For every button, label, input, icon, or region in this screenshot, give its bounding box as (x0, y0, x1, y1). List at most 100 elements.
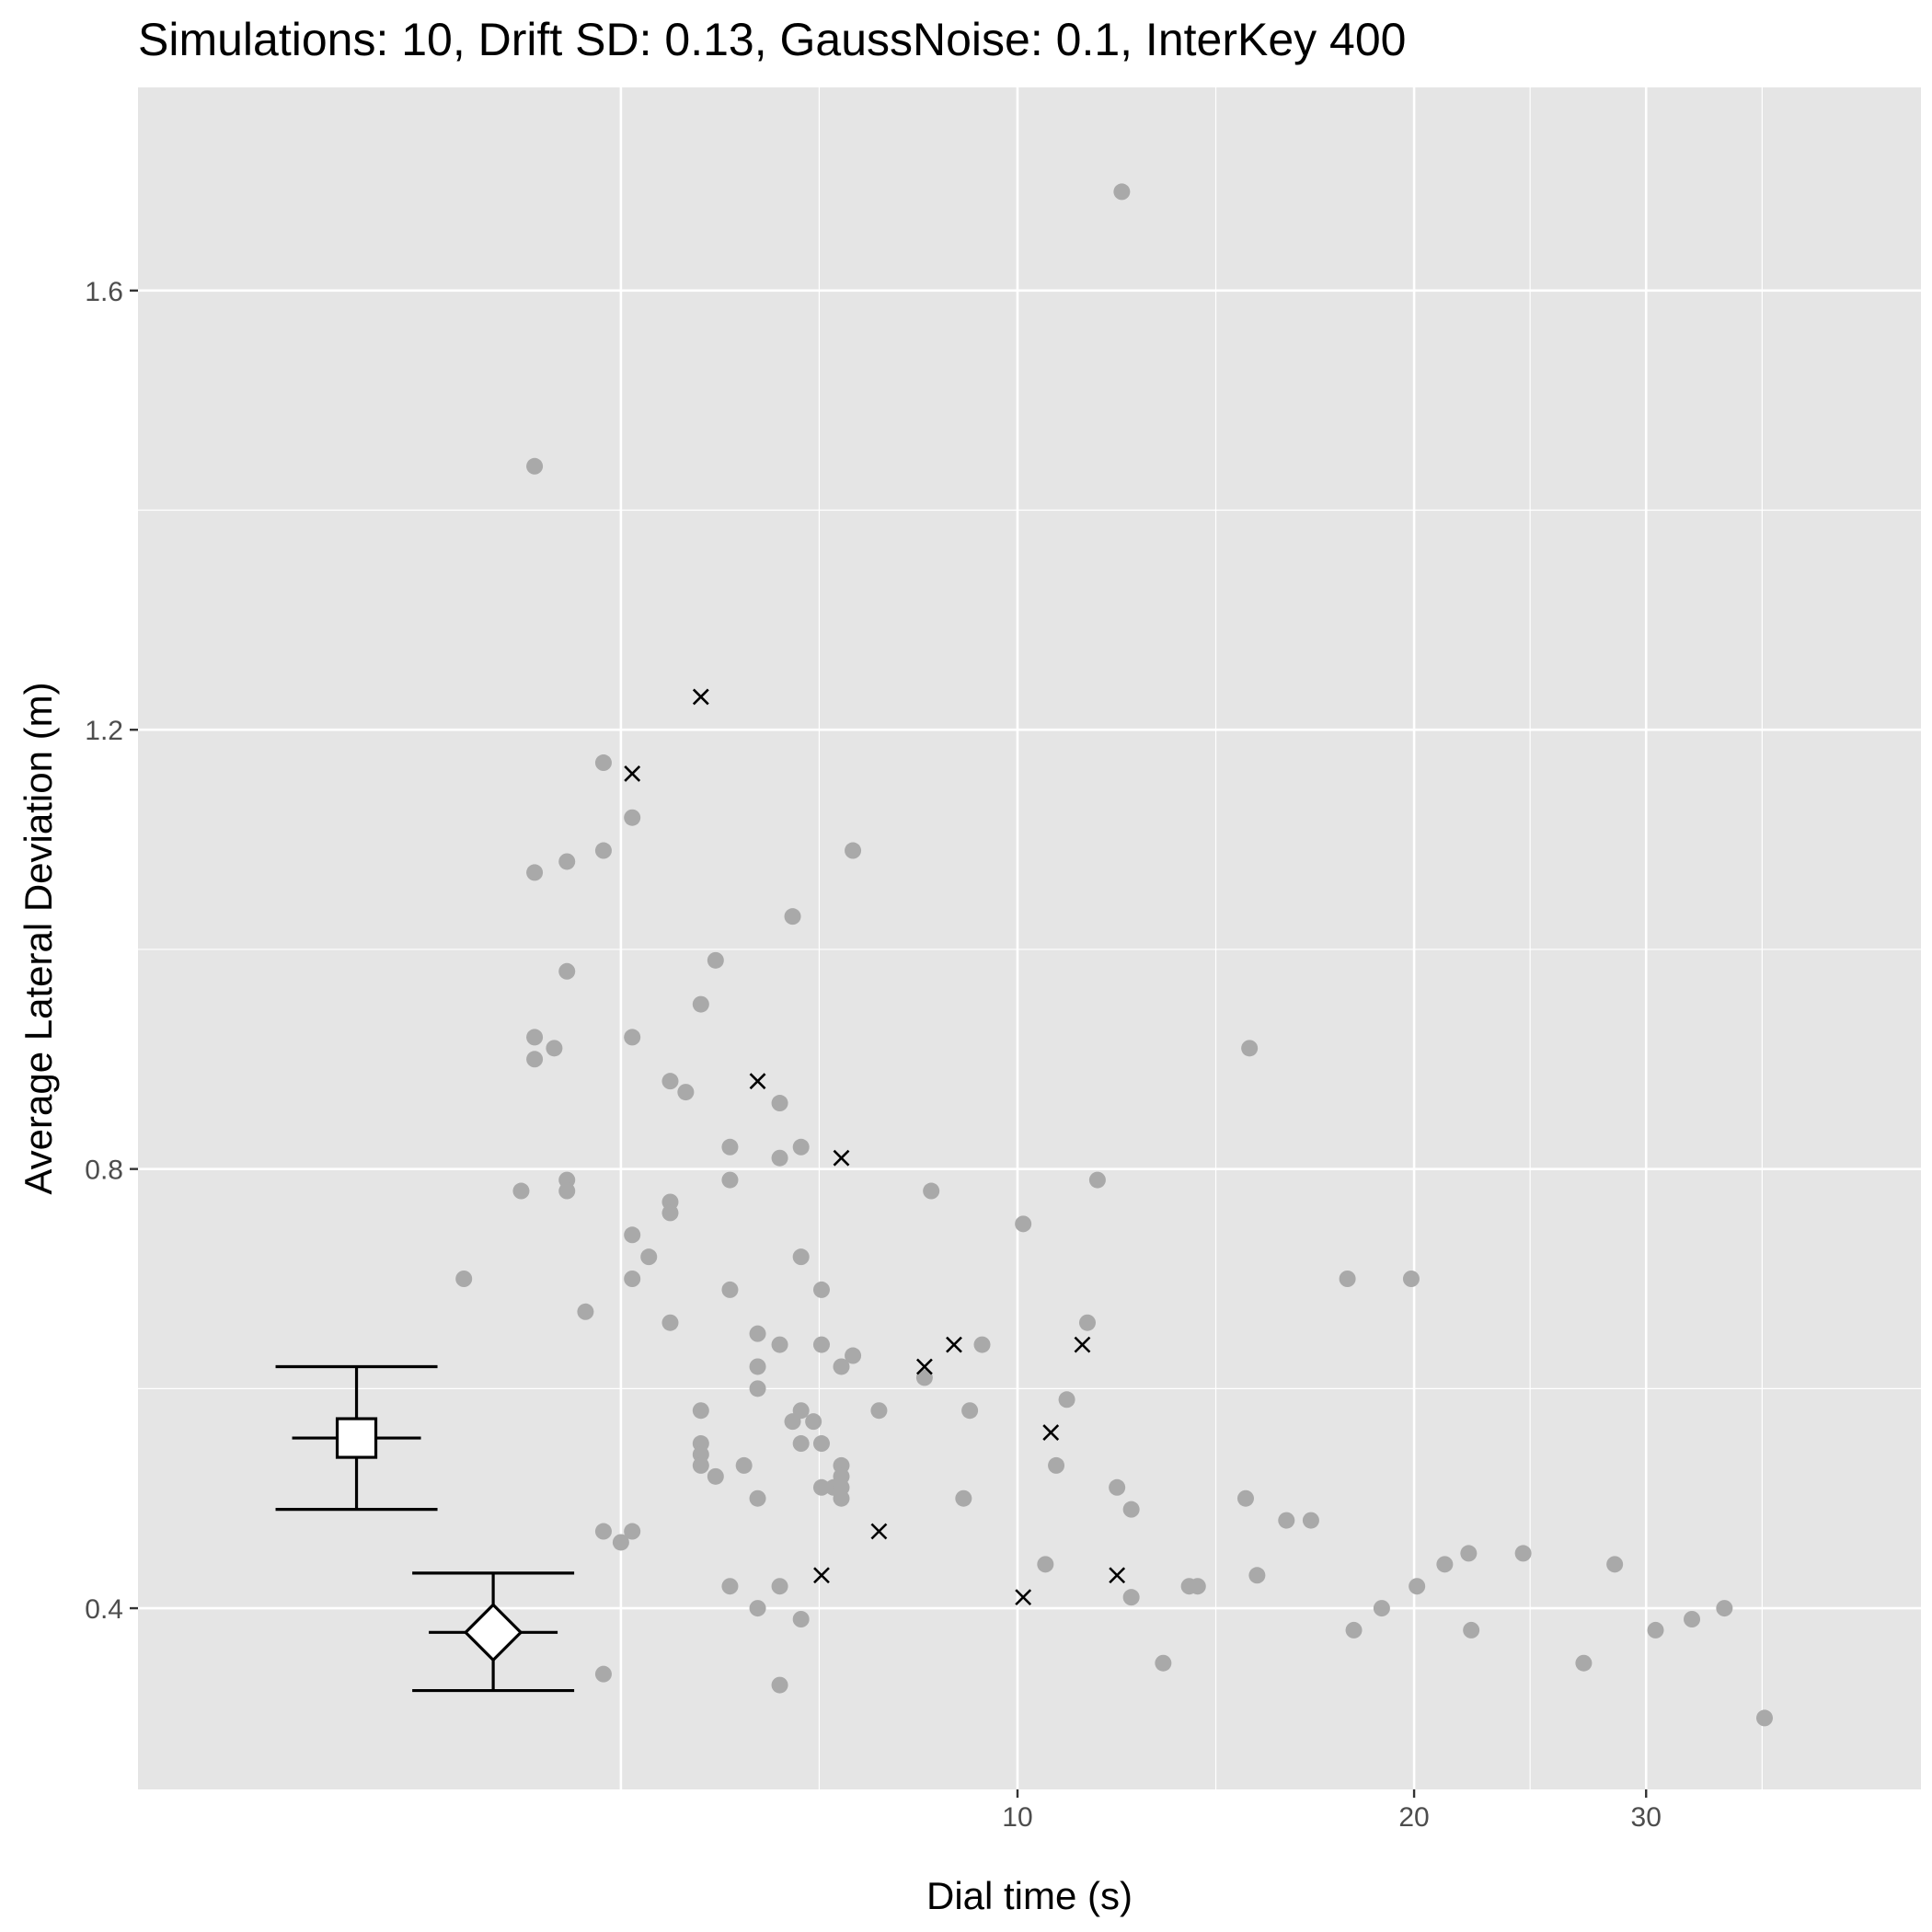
data-point (1755, 1709, 1773, 1727)
x-tick-label: 10 (1002, 1802, 1032, 1833)
data-point (721, 1138, 739, 1156)
data-point (721, 1578, 739, 1595)
data-point (1189, 1578, 1206, 1595)
data-point (721, 1281, 739, 1298)
data-point (692, 995, 709, 1013)
data-point (1113, 183, 1131, 201)
data-point-x-marker (1109, 1567, 1126, 1584)
data-point (771, 1336, 788, 1353)
data-point (792, 1138, 810, 1156)
data-point (1236, 1489, 1254, 1507)
data-point (870, 1402, 888, 1420)
data-point (640, 1248, 658, 1266)
data-point (749, 1600, 766, 1617)
summary-diamond-symbol (463, 1603, 523, 1662)
data-point-x-marker (1015, 1589, 1032, 1606)
data-point (512, 1182, 530, 1200)
data-point (1155, 1654, 1172, 1672)
data-point (692, 1402, 709, 1420)
data-point (735, 1456, 753, 1474)
data-point (1122, 1501, 1140, 1518)
data-point (1302, 1512, 1319, 1529)
data-point (792, 1248, 810, 1266)
data-point (1015, 1215, 1032, 1233)
y-tick-label: 0.8 (85, 1156, 123, 1186)
data-point-x-marker (624, 765, 641, 782)
grid-lines (138, 87, 1921, 1789)
data-point (612, 1534, 629, 1551)
data-point (1078, 1314, 1096, 1331)
data-point (1122, 1589, 1140, 1606)
data-point (526, 457, 544, 475)
data-point-x-marker (749, 1073, 766, 1090)
chart-title: Simulations: 10, Drift SD: 0.13, GaussNo… (138, 14, 1406, 65)
data-point (792, 1435, 810, 1453)
data-point (661, 1204, 679, 1222)
summary-diamond-marker (412, 1571, 575, 1693)
y-tick-label: 1.6 (85, 277, 123, 307)
data-point (845, 1347, 862, 1364)
data-point (771, 1149, 788, 1167)
data-point (558, 853, 576, 870)
data-point (771, 1095, 788, 1112)
data-point (661, 1073, 679, 1090)
data-point (526, 1029, 544, 1046)
data-point (812, 1336, 830, 1353)
data-point-x-marker (946, 1336, 962, 1353)
data-point (1037, 1556, 1054, 1573)
data-point (526, 1051, 544, 1068)
data-point (771, 1578, 788, 1595)
data-point-x-marker (1074, 1336, 1091, 1353)
data-point (594, 1665, 612, 1683)
data-point (594, 842, 612, 859)
data-point (1463, 1621, 1480, 1639)
data-point (624, 1523, 641, 1540)
data-point (749, 1358, 766, 1375)
data-point (1716, 1600, 1733, 1617)
data-point (961, 1402, 979, 1420)
summary-square-symbol (335, 1417, 378, 1459)
data-point (455, 1271, 473, 1287)
data-point (526, 864, 544, 881)
data-point-x-marker (915, 1358, 933, 1375)
data-point (955, 1489, 972, 1507)
data-point (1058, 1391, 1075, 1409)
data-point-x-marker (813, 1567, 830, 1584)
data-point (1684, 1611, 1701, 1627)
data-point (624, 1029, 641, 1046)
data-point (1606, 1556, 1624, 1573)
summary-markers (275, 1364, 575, 1693)
data-point (771, 1676, 788, 1694)
data-point (558, 1182, 576, 1200)
data-point (812, 1281, 830, 1298)
data-point (812, 1435, 830, 1453)
data-point (792, 1611, 810, 1627)
data-point (1088, 1171, 1106, 1189)
data-point (1345, 1621, 1363, 1639)
data-point (1647, 1621, 1664, 1639)
data-point (624, 809, 641, 826)
data-point (692, 1456, 709, 1474)
summary-square-marker (275, 1364, 438, 1512)
y-tick-label: 0.4 (85, 1594, 123, 1625)
data-points (455, 183, 1773, 1727)
data-point (1409, 1578, 1426, 1595)
data-point (1241, 1040, 1259, 1057)
data-point (1373, 1600, 1390, 1617)
data-point (661, 1314, 679, 1331)
plot-panel (138, 87, 1921, 1789)
x-axis-title: Dial time (s) (926, 1874, 1133, 1917)
data-point (812, 1478, 830, 1496)
data-point (749, 1325, 766, 1342)
data-point (1109, 1478, 1126, 1496)
data-point (1048, 1456, 1065, 1474)
data-point (558, 962, 576, 980)
data-point (624, 1271, 641, 1287)
data-point-x-marker (1042, 1424, 1060, 1442)
data-point (577, 1303, 594, 1320)
data-point (805, 1413, 822, 1431)
data-point (594, 1523, 612, 1540)
data-point (1460, 1545, 1478, 1562)
x-tick-label: 20 (1398, 1802, 1429, 1833)
